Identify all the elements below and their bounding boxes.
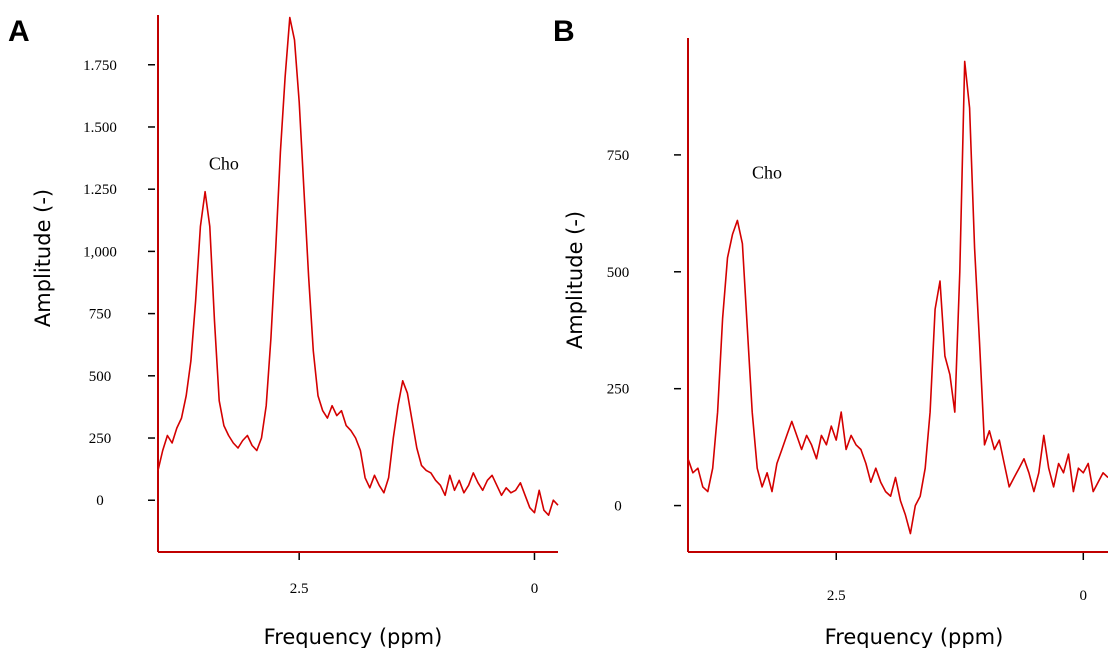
panel-a-y-tick-label: 1.500 [83,120,117,136]
panel-a-letter: A [8,15,30,48]
panel-a-y-tick-label: 1,000 [83,244,117,260]
panel-b-x-axis-title: Frequency (ppm) [825,625,1004,648]
panel-b-y-axis-title: Amplitude (-) [563,211,587,349]
panel-a-y-tick-label: 1.750 [83,58,117,74]
panel-b-x-tick-label: 0 [1080,588,1088,604]
panel-a-series-line [157,16,559,517]
panel-a-annotation-cho: Cho [209,153,239,173]
panel-b-letter: B [553,15,575,48]
panel-a-y-axis-title: Amplitude (-) [31,189,55,327]
panel-b-y-tick-label: 750 [607,148,630,164]
panel-a-y-tick-label: 500 [89,369,112,385]
panel-b-y-tick-label: 500 [607,265,630,281]
panel-a-y-tick-label: 1.250 [83,182,117,198]
panel-b-y-tick-label: 250 [607,382,630,398]
panel-b-annotation-cho: Cho [752,162,782,182]
panel-a-y-tick-label: 250 [89,431,112,447]
panel-b: B Amplitude (-) Frequency (ppm) 0 250 500 7… [553,15,1108,648]
panel-a-x-axis-title: Frequency (ppm) [264,625,443,648]
panel-b-y-tick-label: 0 [614,499,622,515]
panel-b-series-line [687,60,1108,535]
panel-a-y-tick-label: 0 [96,493,104,509]
panel-a: A Amplitude (-) Frequency (ppm) 0 250 500 7… [8,15,559,648]
panel-b-x-tick-label: 2.5 [827,588,846,604]
panel-a-x-tick-label: 0 [531,581,539,597]
panel-a-x-tick-label: 2.5 [290,581,309,597]
panel-a-y-tick-label: 750 [89,307,112,323]
